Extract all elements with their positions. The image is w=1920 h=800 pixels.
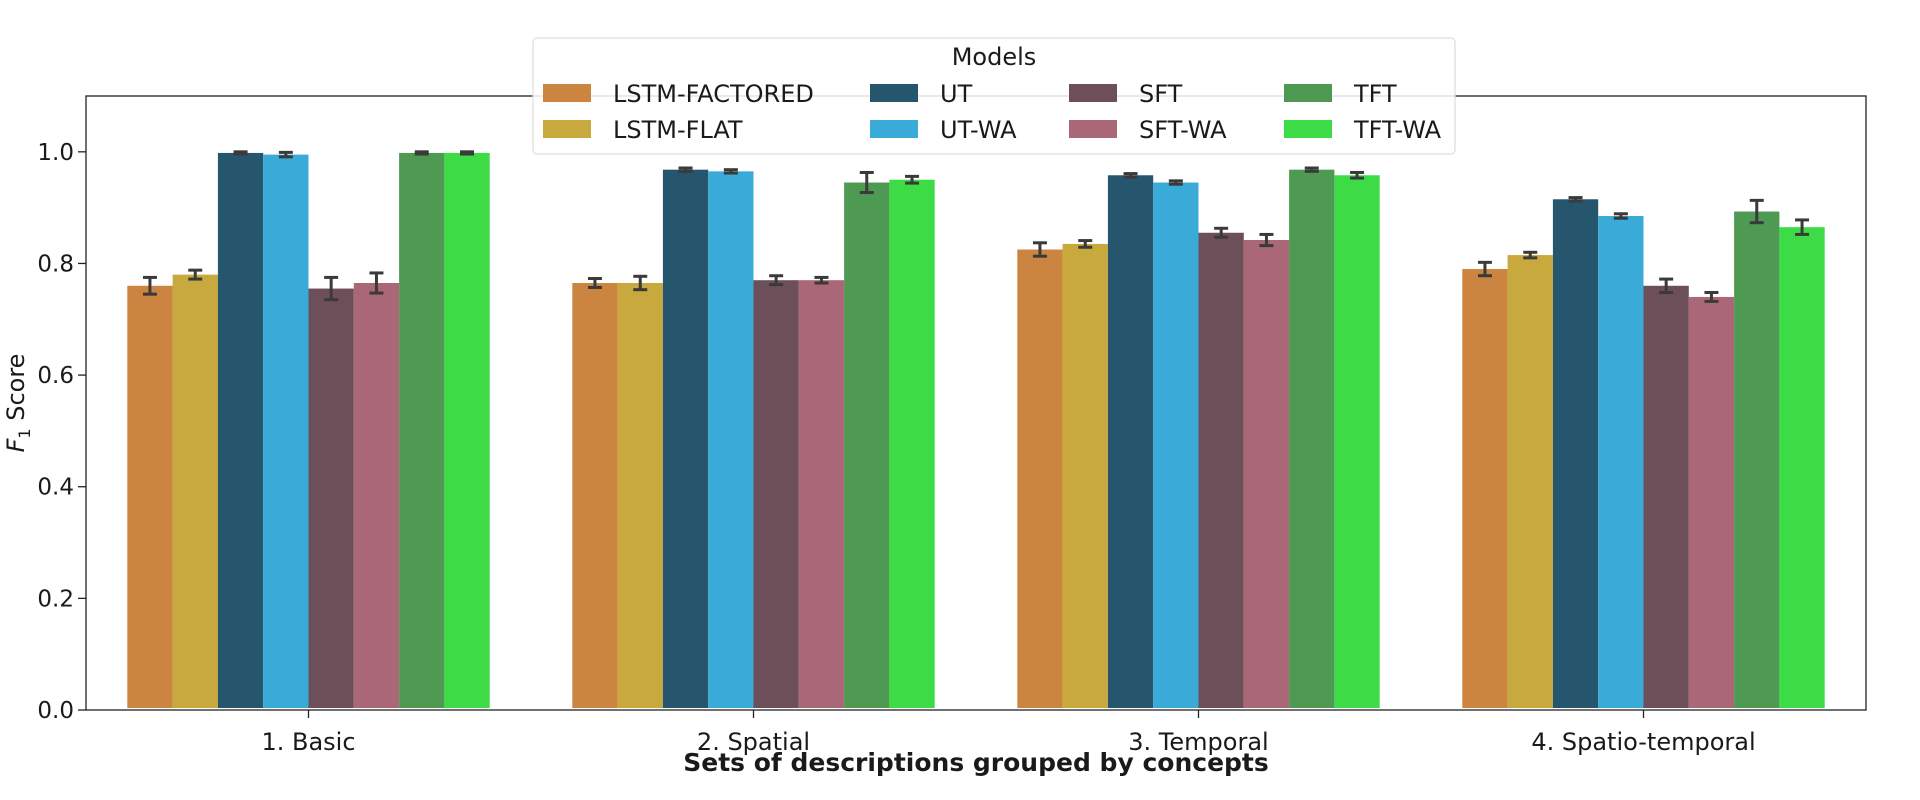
legend-swatch-ut-wa — [870, 120, 918, 138]
bar-ut-wa-4-spatio-temporal — [1598, 216, 1644, 708]
bar-lstm-factored-2-spatial — [572, 282, 618, 708]
x-tick-label-1-basic: 1. Basic — [261, 728, 355, 756]
legend-label-sft-wa: SFT-WA — [1139, 116, 1227, 144]
y-tick-label: 0.0 — [37, 698, 74, 724]
bar-ut-wa-2-spatial — [708, 171, 754, 708]
legend-swatch-lstm-flat — [543, 120, 591, 138]
y-axis-label-subscript: 1 — [15, 428, 34, 438]
bar-sft-wa-3-temporal — [1243, 240, 1290, 708]
legend-label-lstm-factored: LSTM-FACTORED — [613, 80, 814, 108]
bar-sft-wa-2-spatial — [798, 280, 845, 708]
legend-title: Models — [952, 43, 1037, 71]
legend-swatch-sft — [1069, 84, 1117, 102]
legend-swatch-ut — [870, 84, 918, 102]
bar-sft-wa-1-basic — [353, 282, 400, 708]
error-bars-layer — [142, 150, 1810, 303]
x-axis: 1. Basic 2. Spatial 3. Temporal 4. Spatio-t… — [261, 710, 1756, 756]
bar-lstm-factored-1-basic — [127, 285, 173, 708]
legend-label-tft: TFT — [1353, 80, 1397, 108]
x-axis-label: Sets of descriptions grouped by concepts — [683, 748, 1269, 777]
bar-ut-wa-3-temporal — [1153, 182, 1199, 708]
bar-sft-2-spatial — [753, 280, 799, 708]
bar-ut-wa-1-basic — [263, 154, 309, 709]
bar-tft-wa-3-temporal — [1334, 175, 1380, 708]
y-tick-label: 0.2 — [37, 586, 74, 612]
y-tick-label: 0.4 — [37, 475, 74, 501]
y-axis-label-text: Score — [2, 354, 30, 429]
bar-tft-wa-1-basic — [444, 152, 490, 708]
bar-lstm-flat-3-temporal — [1062, 243, 1108, 708]
x-tick-label-3-temporal: 3. Temporal — [1128, 728, 1268, 756]
y-axis: 0.0 0.2 0.4 0.6 0.8 1.0 — [37, 140, 86, 724]
bar-sft-1-basic — [308, 288, 354, 708]
bar-tft-3-temporal — [1289, 169, 1335, 708]
legend-label-ut-wa: UT-WA — [940, 116, 1017, 144]
legend-swatch-tft-wa — [1284, 120, 1332, 138]
legend-label-sft: SFT — [1139, 80, 1183, 108]
bar-sft-3-temporal — [1198, 232, 1244, 708]
y-axis-label-symbol: F — [2, 437, 30, 452]
bar-tft-2-spatial — [844, 182, 890, 708]
bar-tft-1-basic — [399, 152, 445, 708]
bars-layer — [127, 152, 1825, 709]
legend-swatch-sft-wa — [1069, 120, 1117, 138]
y-tick-label: 0.6 — [37, 363, 74, 389]
legend-label-lstm-flat: LSTM-FLAT — [613, 116, 743, 144]
bar-sft-wa-4-spatio-temporal — [1688, 296, 1735, 708]
bar-ut-3-temporal — [1107, 175, 1154, 708]
legend: Models LSTM-FACTORED LSTM-FLAT UT UT-WA SFT S… — [532, 37, 1456, 155]
bar-tft-wa-4-spatio-temporal — [1779, 227, 1825, 708]
bar-sft-4-spatio-temporal — [1643, 285, 1689, 708]
bar-ut-4-spatio-temporal — [1552, 199, 1599, 708]
legend-label-ut: UT — [940, 80, 973, 108]
legend-swatch-tft — [1284, 84, 1332, 102]
y-axis-label: F1 Score — [2, 354, 34, 453]
y-tick-label: 0.8 — [37, 251, 74, 277]
bar-ut-1-basic — [217, 152, 264, 708]
bar-tft-wa-2-spatial — [889, 179, 935, 708]
bar-lstm-flat-2-spatial — [617, 282, 663, 708]
bar-lstm-factored-4-spatio-temporal — [1462, 269, 1508, 708]
bar-lstm-flat-1-basic — [172, 274, 218, 708]
bar-lstm-flat-4-spatio-temporal — [1507, 255, 1553, 708]
legend-box — [532, 37, 1456, 155]
bar-tft-4-spatio-temporal — [1734, 211, 1780, 708]
legend-items: LSTM-FACTORED LSTM-FLAT UT UT-WA SFT SFT-WA TF… — [543, 80, 1442, 144]
legend-swatch-lstm-factored — [543, 84, 591, 102]
x-tick-label-4-spatio-temporal: 4. Spatio-temporal — [1531, 728, 1755, 756]
bar-ut-2-spatial — [662, 169, 709, 708]
legend-label-tft-wa: TFT-WA — [1353, 116, 1442, 144]
y-tick-label: 1.0 — [37, 140, 74, 166]
bar-lstm-factored-3-temporal — [1017, 249, 1063, 708]
x-tick-label-2-spatial: 2. Spatial — [697, 728, 810, 756]
